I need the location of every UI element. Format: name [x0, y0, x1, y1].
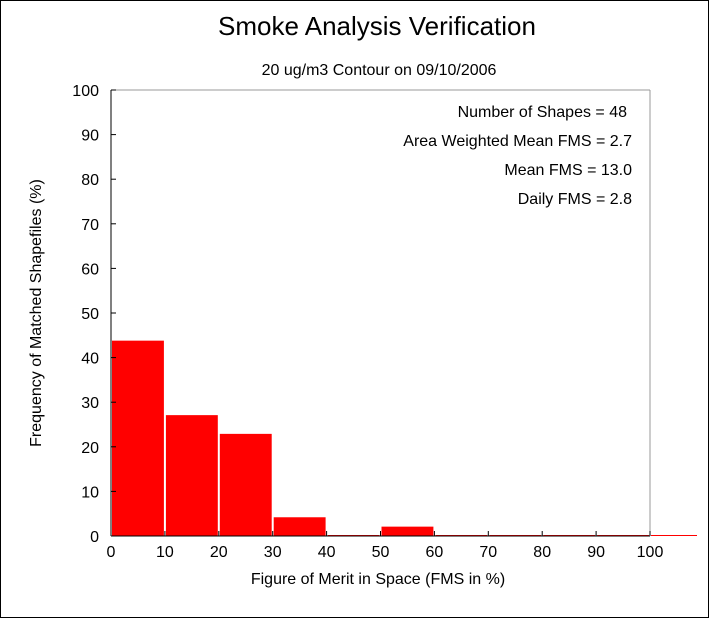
y-tick-label: 50 [81, 306, 99, 323]
y-axis-label: Frequency of Matched Shapefiles (%) [28, 179, 45, 447]
chart-subtitle: 20 ug/m3 Contour on 09/10/2006 [262, 62, 497, 79]
x-tick-label: 10 [156, 544, 174, 561]
x-tick-label: 50 [372, 544, 390, 561]
y-tick-label: 10 [81, 484, 99, 501]
x-axis-label: Figure of Merit in Space (FMS in %) [251, 571, 505, 588]
annotation-area-weighted-mean-fms: Area Weighted Mean FMS = 2.7 [403, 133, 632, 150]
histogram-bar [219, 433, 272, 536]
x-ticks-group: 0 10 20 30 40 50 60 70 80 90 100 [107, 531, 664, 561]
y-tick-label: 20 [81, 440, 99, 457]
x-tick-label: 20 [210, 544, 228, 561]
x-tick-label: 40 [318, 544, 336, 561]
chart-title: Smoke Analysis Verification [218, 11, 536, 41]
x-tick-label: 60 [426, 544, 444, 561]
y-tick-label: 100 [72, 83, 99, 100]
annotation-number-of-shapes: Number of Shapes = 48 [458, 104, 628, 121]
x-tick-label: 70 [479, 544, 497, 561]
y-tick-label: 70 [81, 217, 99, 234]
x-tick-label: 80 [533, 544, 551, 561]
y-tick-label: 80 [81, 172, 99, 189]
x-tick-label: 90 [587, 544, 605, 561]
annotation-mean-fms: Mean FMS = 13.0 [504, 162, 632, 179]
y-tick-label: 60 [81, 261, 99, 278]
histogram-bar [651, 535, 697, 536]
histogram-bar [112, 340, 164, 536]
annotation-daily-fms: Daily FMS = 2.8 [518, 191, 632, 208]
histogram-bar [165, 415, 218, 536]
x-tick-label: 100 [637, 544, 664, 561]
y-tick-label: 90 [81, 128, 99, 145]
x-tick-label: 0 [107, 544, 116, 561]
bars-group [112, 340, 697, 536]
x-tick-label: 30 [264, 544, 282, 561]
stats-annotations: Number of Shapes = 48 Area Weighted Mean… [403, 104, 632, 208]
y-tick-label: 30 [81, 395, 99, 412]
y-tick-label: 0 [90, 529, 99, 546]
y-ticks-group: 0 10 20 30 40 50 60 70 80 90 100 [72, 83, 116, 546]
y-tick-label: 40 [81, 351, 99, 368]
histogram-bar [381, 526, 434, 536]
histogram-bar [273, 517, 326, 536]
